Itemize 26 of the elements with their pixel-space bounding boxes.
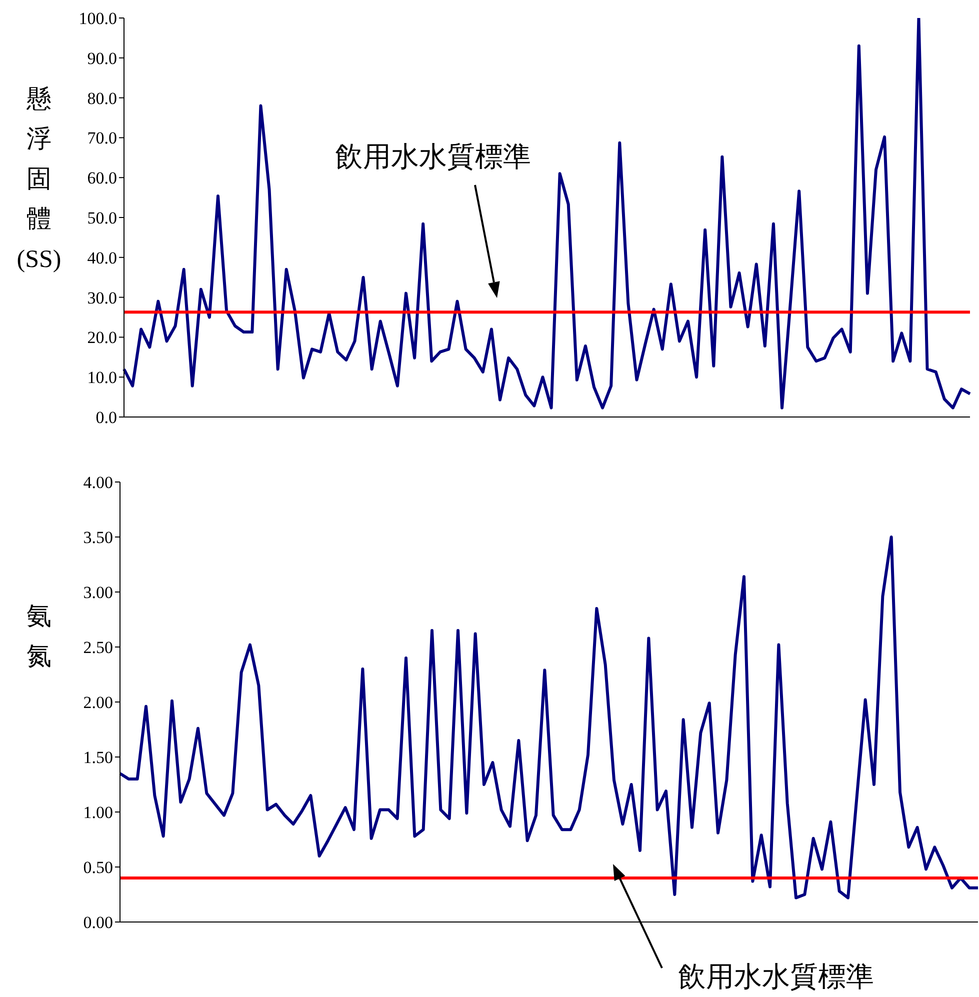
y-axis-title: 懸浮固體(SS)	[16, 85, 62, 275]
y-tick-label: 2.50	[83, 638, 113, 658]
y-tick-label: 30.0	[87, 288, 117, 308]
y-tick-label: 3.50	[83, 528, 113, 548]
y-tick-label: 90.0	[87, 48, 117, 68]
y-tick-label: 0.50	[83, 858, 113, 878]
y-tick-label: 1.50	[83, 748, 113, 768]
y-tick-label: 80.0	[87, 88, 117, 108]
y-tick-label: 2.00	[83, 693, 113, 712]
y-tick-label: 60.0	[87, 168, 117, 188]
y-tick-label: 0.00	[83, 913, 113, 932]
y-tick-label: 4.00	[83, 473, 113, 492]
y-tick-label: 1.00	[83, 803, 113, 822]
y-tick-label: 3.00	[83, 583, 113, 602]
y-tick-label: 20.0	[87, 328, 117, 348]
y-tick-label: 100.0	[78, 9, 117, 28]
y-tick-label: 10.0	[87, 368, 117, 388]
line-series	[118, 536, 979, 900]
y-tick-label: 40.0	[87, 248, 117, 268]
y-tick-label: 50.0	[87, 208, 117, 228]
line-series	[122, 18, 972, 410]
y-tick-label: 70.0	[87, 128, 117, 148]
text: 飲用水水質標準	[678, 959, 874, 995]
annotation: 飲用水水質標準	[335, 139, 531, 175]
y-axis-title: 氨氮	[26, 602, 52, 672]
y-tick-label: 0.0	[96, 408, 117, 428]
